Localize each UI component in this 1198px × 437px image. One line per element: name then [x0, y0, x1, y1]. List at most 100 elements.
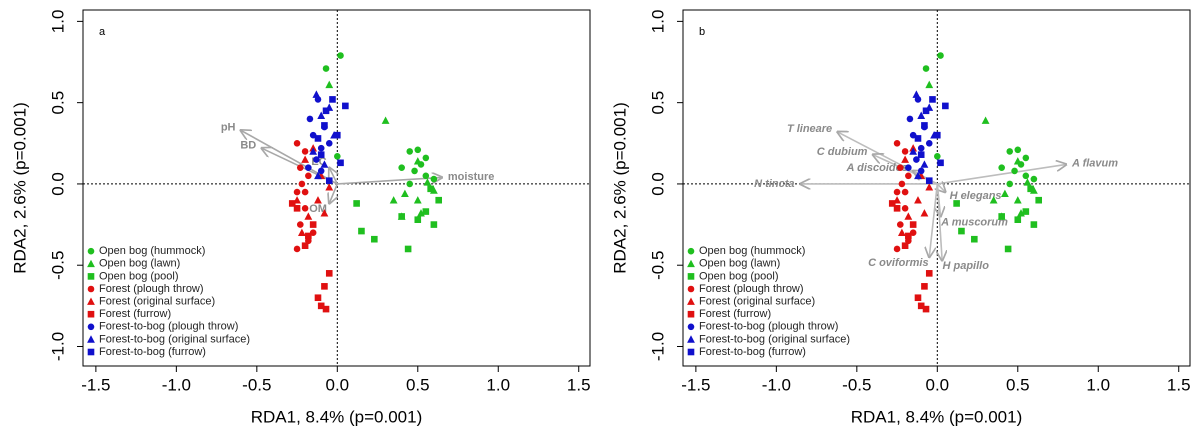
- x-tick-label: 1.0: [1086, 375, 1110, 394]
- point: [413, 157, 422, 165]
- point: [342, 102, 349, 110]
- point: [905, 172, 912, 180]
- point: [925, 183, 934, 191]
- arrow-label: A flavum: [1071, 157, 1118, 169]
- y-tick-label: 0.0: [648, 172, 667, 196]
- x-tick-label: 0.0: [925, 375, 949, 394]
- legend-marker: [687, 348, 695, 356]
- x-tick-label: 0.5: [1006, 375, 1030, 394]
- point: [1030, 221, 1038, 228]
- point: [296, 164, 304, 171]
- legend-text: Forest-to-bog (plough throw): [699, 321, 838, 333]
- point: [1022, 154, 1030, 162]
- point: [301, 242, 309, 250]
- point: [293, 205, 301, 212]
- point: [1011, 167, 1018, 175]
- point: [293, 188, 301, 196]
- point: [435, 196, 443, 204]
- point: [989, 196, 998, 204]
- y-tick-label: -1.0: [48, 332, 67, 361]
- legend-marker: [687, 259, 695, 268]
- arrow-label: pH: [221, 121, 236, 133]
- point: [293, 139, 301, 147]
- plot-frame: [682, 9, 1191, 367]
- point: [901, 205, 909, 212]
- point: [1030, 175, 1038, 183]
- point: [321, 122, 328, 129]
- point: [917, 151, 925, 158]
- legend-text: Forest-to-bog (furrow): [699, 346, 806, 358]
- point: [898, 180, 906, 188]
- legend-text: Forest (furrow): [699, 308, 771, 320]
- point: [401, 189, 409, 197]
- point: [325, 183, 334, 191]
- point: [914, 294, 922, 302]
- point: [306, 115, 314, 123]
- legend-text: Open bog (pool): [99, 270, 179, 282]
- arrow: [937, 164, 1066, 185]
- legend-marker: [87, 348, 95, 356]
- point: [901, 188, 909, 196]
- point: [353, 200, 360, 207]
- point: [322, 305, 330, 313]
- point: [1027, 185, 1034, 193]
- point: [422, 172, 430, 180]
- legend-text: Open bog (lawn): [99, 258, 180, 270]
- point: [297, 228, 306, 237]
- point: [337, 159, 344, 167]
- point: [1004, 245, 1012, 253]
- point: [905, 164, 912, 171]
- point: [893, 245, 901, 253]
- point: [925, 270, 933, 277]
- point: [325, 270, 333, 277]
- point: [917, 111, 926, 119]
- point: [314, 196, 322, 204]
- point: [337, 52, 344, 59]
- arrow-label: OM: [309, 203, 327, 215]
- legend-marker: [687, 335, 695, 343]
- point: [925, 139, 933, 147]
- arrow: [929, 183, 939, 257]
- point: [912, 90, 921, 98]
- x-tick-label: 1.5: [1167, 375, 1191, 394]
- point: [998, 213, 1005, 220]
- point: [1001, 189, 1009, 197]
- point: [314, 135, 322, 142]
- legend-text: Forest-to-bog (original surface): [699, 333, 850, 345]
- point: [914, 135, 922, 142]
- point: [1013, 157, 1022, 165]
- point: [325, 177, 333, 184]
- point: [905, 232, 912, 240]
- arrow: [329, 168, 337, 185]
- point: [325, 139, 333, 147]
- x-tick-label: 0.5: [406, 375, 430, 394]
- point: [925, 80, 934, 89]
- arrow-label: BD: [240, 140, 256, 152]
- point: [430, 175, 438, 183]
- point: [914, 196, 922, 204]
- x-tick-label: -0.5: [842, 375, 871, 394]
- point: [1013, 196, 1022, 204]
- point: [301, 148, 309, 155]
- point: [922, 305, 930, 313]
- plot-frame: [82, 9, 591, 367]
- x-tick-label: 1.5: [567, 375, 591, 394]
- point: [1006, 180, 1014, 188]
- legend-text: Forest-to-bog (furrow): [99, 346, 206, 358]
- point: [325, 80, 334, 89]
- point: [1006, 148, 1014, 155]
- x-tick-label: -1.5: [681, 375, 710, 394]
- arrow-label: moisture: [448, 171, 494, 183]
- point: [901, 148, 909, 155]
- y-tick-label: 0.0: [48, 172, 67, 196]
- y-tick-label: 1.0: [648, 10, 667, 34]
- point: [914, 171, 922, 180]
- point: [304, 212, 313, 220]
- panel-label: b: [699, 26, 705, 38]
- point: [314, 171, 322, 180]
- legend-text: Open bog (pool): [699, 270, 779, 282]
- point: [909, 221, 917, 228]
- point: [358, 227, 365, 235]
- point: [934, 131, 941, 139]
- x-tick-label: 1.0: [486, 375, 510, 394]
